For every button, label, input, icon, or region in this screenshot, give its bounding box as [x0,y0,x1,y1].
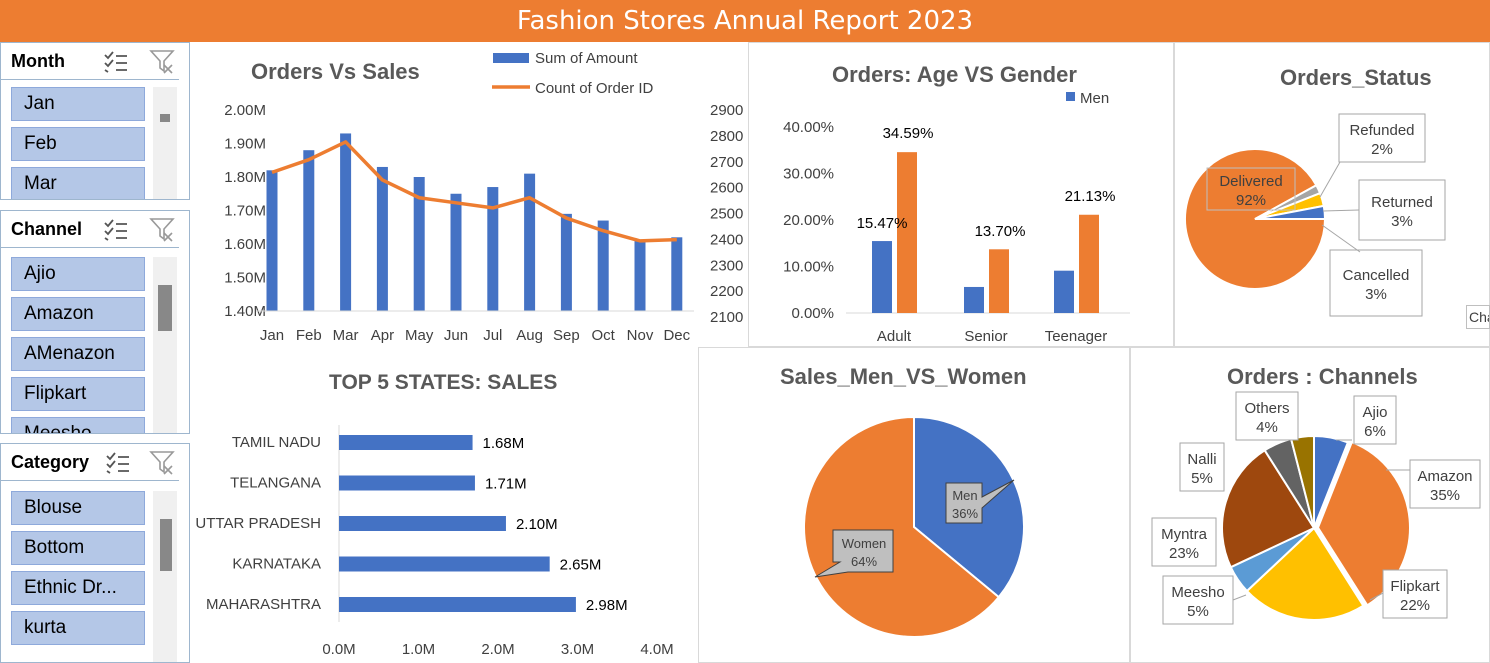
chart-title: Orders Vs Sales [251,59,420,84]
channel-slicer[interactable]: Channel Ajio Amazon AMenazon Flipkart Me… [0,210,190,434]
multi-select-icon[interactable] [105,452,131,479]
slicer-item[interactable]: kurta [11,611,145,645]
report-title: Fashion Stores Annual Report 2023 [0,0,1490,42]
clear-filter-icon[interactable] [149,49,175,80]
category-slicer-title: Category [11,452,90,472]
slicer-item[interactable]: Flipkart [11,377,145,411]
slicer-item[interactable]: Blouse [11,491,145,525]
orders-vs-sales-panel[interactable]: Orders Vs Sales [192,42,748,349]
scrollbar-thumb[interactable] [158,285,172,331]
scrollbar[interactable] [153,257,177,433]
multi-select-icon[interactable] [103,219,129,246]
chart-title: Orders: Age VS Gender [832,62,1077,87]
scrollbar-thumb[interactable] [160,114,170,122]
slicer-item[interactable]: Meesho [11,417,145,433]
month-slicer-title: Month [11,51,65,71]
slicer-item[interactable]: Amazon [11,297,145,331]
chart-title: Orders_Status [1280,65,1432,90]
slicer-item[interactable]: Jan [11,87,145,121]
chart-title: TOP 5 STATES: SALES [329,371,558,394]
multi-select-icon[interactable] [103,51,129,78]
age-gender-panel[interactable]: Orders: Age VS Gender [748,42,1174,347]
scrollbar[interactable] [153,87,177,199]
men-women-panel[interactable]: Sales_Men_VS_Women [698,347,1130,663]
month-slicer[interactable]: Month Jan Feb Mar [0,42,190,200]
top-states-panel[interactable]: TOP 5 STATES: SALES [192,349,698,663]
clear-filter-icon[interactable] [149,450,175,481]
slicer-item[interactable]: Bottom [11,531,145,565]
chart-overflow-label: Cha [1466,305,1490,329]
slicer-item[interactable]: Ethnic Dr... [11,571,145,605]
chart-title: Sales_Men_VS_Women [780,364,1027,389]
scrollbar[interactable] [153,491,177,662]
chart-title: Orders : Channels [1227,364,1418,389]
slicer-item[interactable]: Ajio [11,257,145,291]
scrollbar-thumb[interactable] [160,519,172,571]
channel-slicer-title: Channel [11,219,83,239]
orders-status-panel[interactable]: Orders_Status [1174,42,1490,347]
slicer-item[interactable]: AMenazon [11,337,145,371]
category-slicer[interactable]: Category Blouse Bottom Ethnic Dr... kurt… [0,443,190,663]
channels-panel[interactable]: Orders : Channels [1130,347,1490,663]
slicer-item[interactable]: Mar [11,167,145,199]
slicer-item[interactable]: Feb [11,127,145,161]
clear-filter-icon[interactable] [149,217,175,248]
